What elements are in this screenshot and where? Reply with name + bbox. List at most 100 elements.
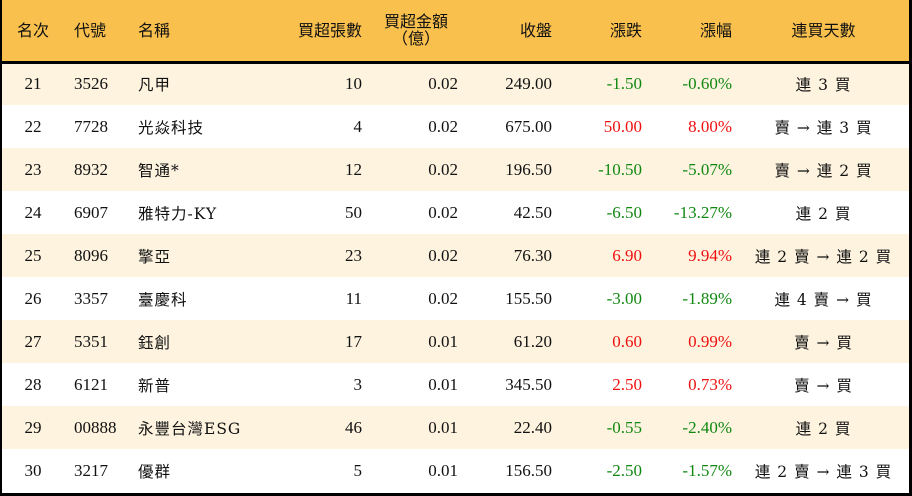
change-pct-cell: 0.73%	[688, 374, 732, 394]
close-price-cell: 249.00	[505, 74, 552, 94]
close-price-cell: 345.50	[505, 374, 552, 394]
header-code[interactable]: 代號	[74, 20, 107, 40]
stock-code-cell[interactable]: 3526	[74, 74, 108, 94]
streak-cell: 連 2 買	[795, 204, 852, 223]
header-close[interactable]: 收盤	[519, 20, 552, 40]
table-row[interactable]: 26 3357 臺慶科 11 0.02 155.50 -3.00 -1.89% …	[2, 277, 909, 320]
stock-code-cell[interactable]: 8932	[74, 159, 108, 179]
stock-name-cell[interactable]: 優群	[138, 462, 172, 481]
table-row[interactable]: 27 5351 鈺創 17 0.01 61.20 0.60 0.99% 賣 → …	[2, 320, 909, 363]
change-pct-cell: -2.40%	[682, 417, 732, 437]
change-pct-cell: 9.94%	[688, 245, 732, 265]
change-cell: -3.00	[606, 288, 642, 308]
net-buy-lots-cell: 17	[345, 331, 362, 351]
close-price-cell: 196.50	[505, 159, 552, 179]
close-price-cell: 156.50	[505, 460, 552, 480]
stock-code-cell[interactable]: 3217	[74, 460, 108, 480]
rank-cell: 28	[24, 374, 42, 394]
stock-code-cell[interactable]: 7728	[74, 116, 108, 136]
net-buy-amount-cell: 0.01	[428, 417, 458, 437]
stock-name-cell[interactable]: 凡甲	[138, 76, 172, 95]
table-row[interactable]: 24 6907 雅特力-KY 50 0.02 42.50 -6.50 -13.2…	[2, 191, 909, 234]
table-row[interactable]: 25 8096 擎亞 23 0.02 76.30 6.90 9.94% 連 2 …	[2, 234, 909, 277]
change-cell: -1.50	[606, 74, 642, 94]
close-price-cell: 675.00	[505, 116, 552, 136]
close-price-cell: 61.20	[513, 331, 552, 351]
rank-cell: 26	[24, 288, 42, 308]
streak-cell: 賣 → 連 2 買	[774, 161, 873, 180]
stock-code-cell[interactable]: 6907	[74, 202, 108, 222]
change-cell: -0.55	[606, 417, 642, 437]
streak-cell: 賣 → 買	[794, 376, 853, 395]
stock-name-cell[interactable]: 智通*	[138, 161, 180, 180]
rank-cell: 23	[24, 159, 42, 179]
table-row[interactable]: 28 6121 新普 3 0.01 345.50 2.50 0.73% 賣 → …	[2, 363, 909, 406]
rank-cell: 22	[24, 116, 42, 136]
table-header: 名次 代號 名稱 買超張數 買超金額 （億） 收盤 漲跌 漲幅 連買天數	[2, 0, 909, 62]
net-buy-amount-cell: 0.01	[428, 460, 458, 480]
net-buy-lots-cell: 3	[353, 374, 363, 394]
header-change-pct[interactable]: 漲幅	[699, 20, 732, 40]
close-price-cell: 42.50	[513, 202, 552, 222]
stock-name-cell[interactable]: 雅特力-KY	[138, 204, 218, 223]
net-buy-lots-cell: 46	[345, 417, 362, 437]
streak-cell: 連 2 賣 → 連 3 買	[754, 462, 893, 481]
streak-cell: 賣 → 買	[794, 333, 853, 352]
net-buy-amount-cell: 0.02	[428, 159, 458, 179]
stock-code-cell[interactable]: 3357	[74, 288, 108, 308]
header-rank[interactable]: 名次	[16, 20, 49, 40]
stock-name-cell[interactable]: 光焱科技	[138, 118, 205, 137]
stock-name-cell[interactable]: 新普	[138, 376, 172, 395]
close-price-cell: 155.50	[505, 288, 552, 308]
net-buy-lots-cell: 10	[345, 74, 362, 94]
stock-name-cell[interactable]: 擎亞	[138, 247, 172, 266]
stock-name-cell[interactable]: 鈺創	[138, 333, 172, 352]
rank-cell: 24	[24, 202, 42, 222]
net-buy-lots-cell: 4	[353, 116, 363, 136]
stock-code-cell[interactable]: 6121	[74, 374, 108, 394]
net-buy-lots-cell: 23	[345, 245, 362, 265]
net-buy-amount-cell: 0.02	[428, 116, 458, 136]
header-net-buy-lots[interactable]: 買超張數	[297, 20, 362, 40]
rank-cell: 21	[24, 74, 42, 94]
change-cell: 50.00	[603, 116, 642, 136]
table-row[interactable]: 29 00888 永豐台灣ESG 46 0.01 22.40 -0.55 -2.…	[2, 406, 909, 449]
net-buy-amount-cell: 0.02	[428, 288, 458, 308]
streak-cell: 連 3 買	[795, 76, 852, 95]
table-row[interactable]: 30 3217 優群 5 0.01 156.50 -2.50 -1.57% 連 …	[2, 449, 909, 492]
table-row[interactable]: 22 7728 光焱科技 4 0.02 675.00 50.00 8.00% 賣…	[2, 105, 909, 148]
change-pct-cell: -1.89%	[682, 288, 732, 308]
table-row[interactable]: 23 8932 智通* 12 0.02 196.50 -10.50 -5.07%…	[2, 148, 909, 191]
header-net-buy-amount-label: 買超金額	[383, 12, 448, 32]
change-pct-cell: -1.57%	[682, 460, 732, 480]
change-cell: 6.90	[612, 245, 642, 265]
header-name[interactable]: 名稱	[138, 20, 171, 40]
table-body: 21 3526 凡甲 10 0.02 249.00 -1.50 -0.60% 連…	[2, 62, 909, 492]
net-buy-amount-cell: 0.02	[428, 74, 458, 94]
stock-name-cell[interactable]: 永豐台灣ESG	[138, 419, 242, 438]
header-change[interactable]: 漲跌	[609, 20, 642, 40]
change-cell: 0.60	[612, 331, 642, 351]
change-pct-cell: -0.60%	[682, 74, 732, 94]
stock-name-cell[interactable]: 臺慶科	[138, 290, 188, 309]
rank-cell: 30	[24, 460, 42, 480]
stock-code-cell[interactable]: 8096	[74, 245, 108, 265]
net-buy-lots-cell: 50	[345, 202, 362, 222]
net-buy-amount-cell: 0.01	[428, 374, 458, 394]
rank-cell: 25	[24, 245, 42, 265]
stock-code-cell[interactable]: 00888	[74, 417, 117, 437]
net-buy-amount-cell: 0.02	[428, 202, 458, 222]
header-net-buy-amount[interactable]: 買超金額 （億）	[368, 0, 464, 62]
stock-code-cell[interactable]: 5351	[74, 331, 108, 351]
close-price-cell: 22.40	[513, 417, 552, 437]
change-cell: -2.50	[606, 460, 642, 480]
header-streak[interactable]: 連買天數	[791, 20, 856, 40]
change-pct-cell: 0.99%	[688, 331, 732, 351]
net-buy-amount-cell: 0.01	[428, 331, 458, 351]
streak-cell: 連 2 賣 → 連 2 買	[754, 247, 893, 266]
streak-cell: 賣 → 連 3 買	[774, 118, 873, 137]
table-row[interactable]: 21 3526 凡甲 10 0.02 249.00 -1.50 -0.60% 連…	[2, 62, 909, 105]
rank-cell: 27	[24, 331, 42, 351]
